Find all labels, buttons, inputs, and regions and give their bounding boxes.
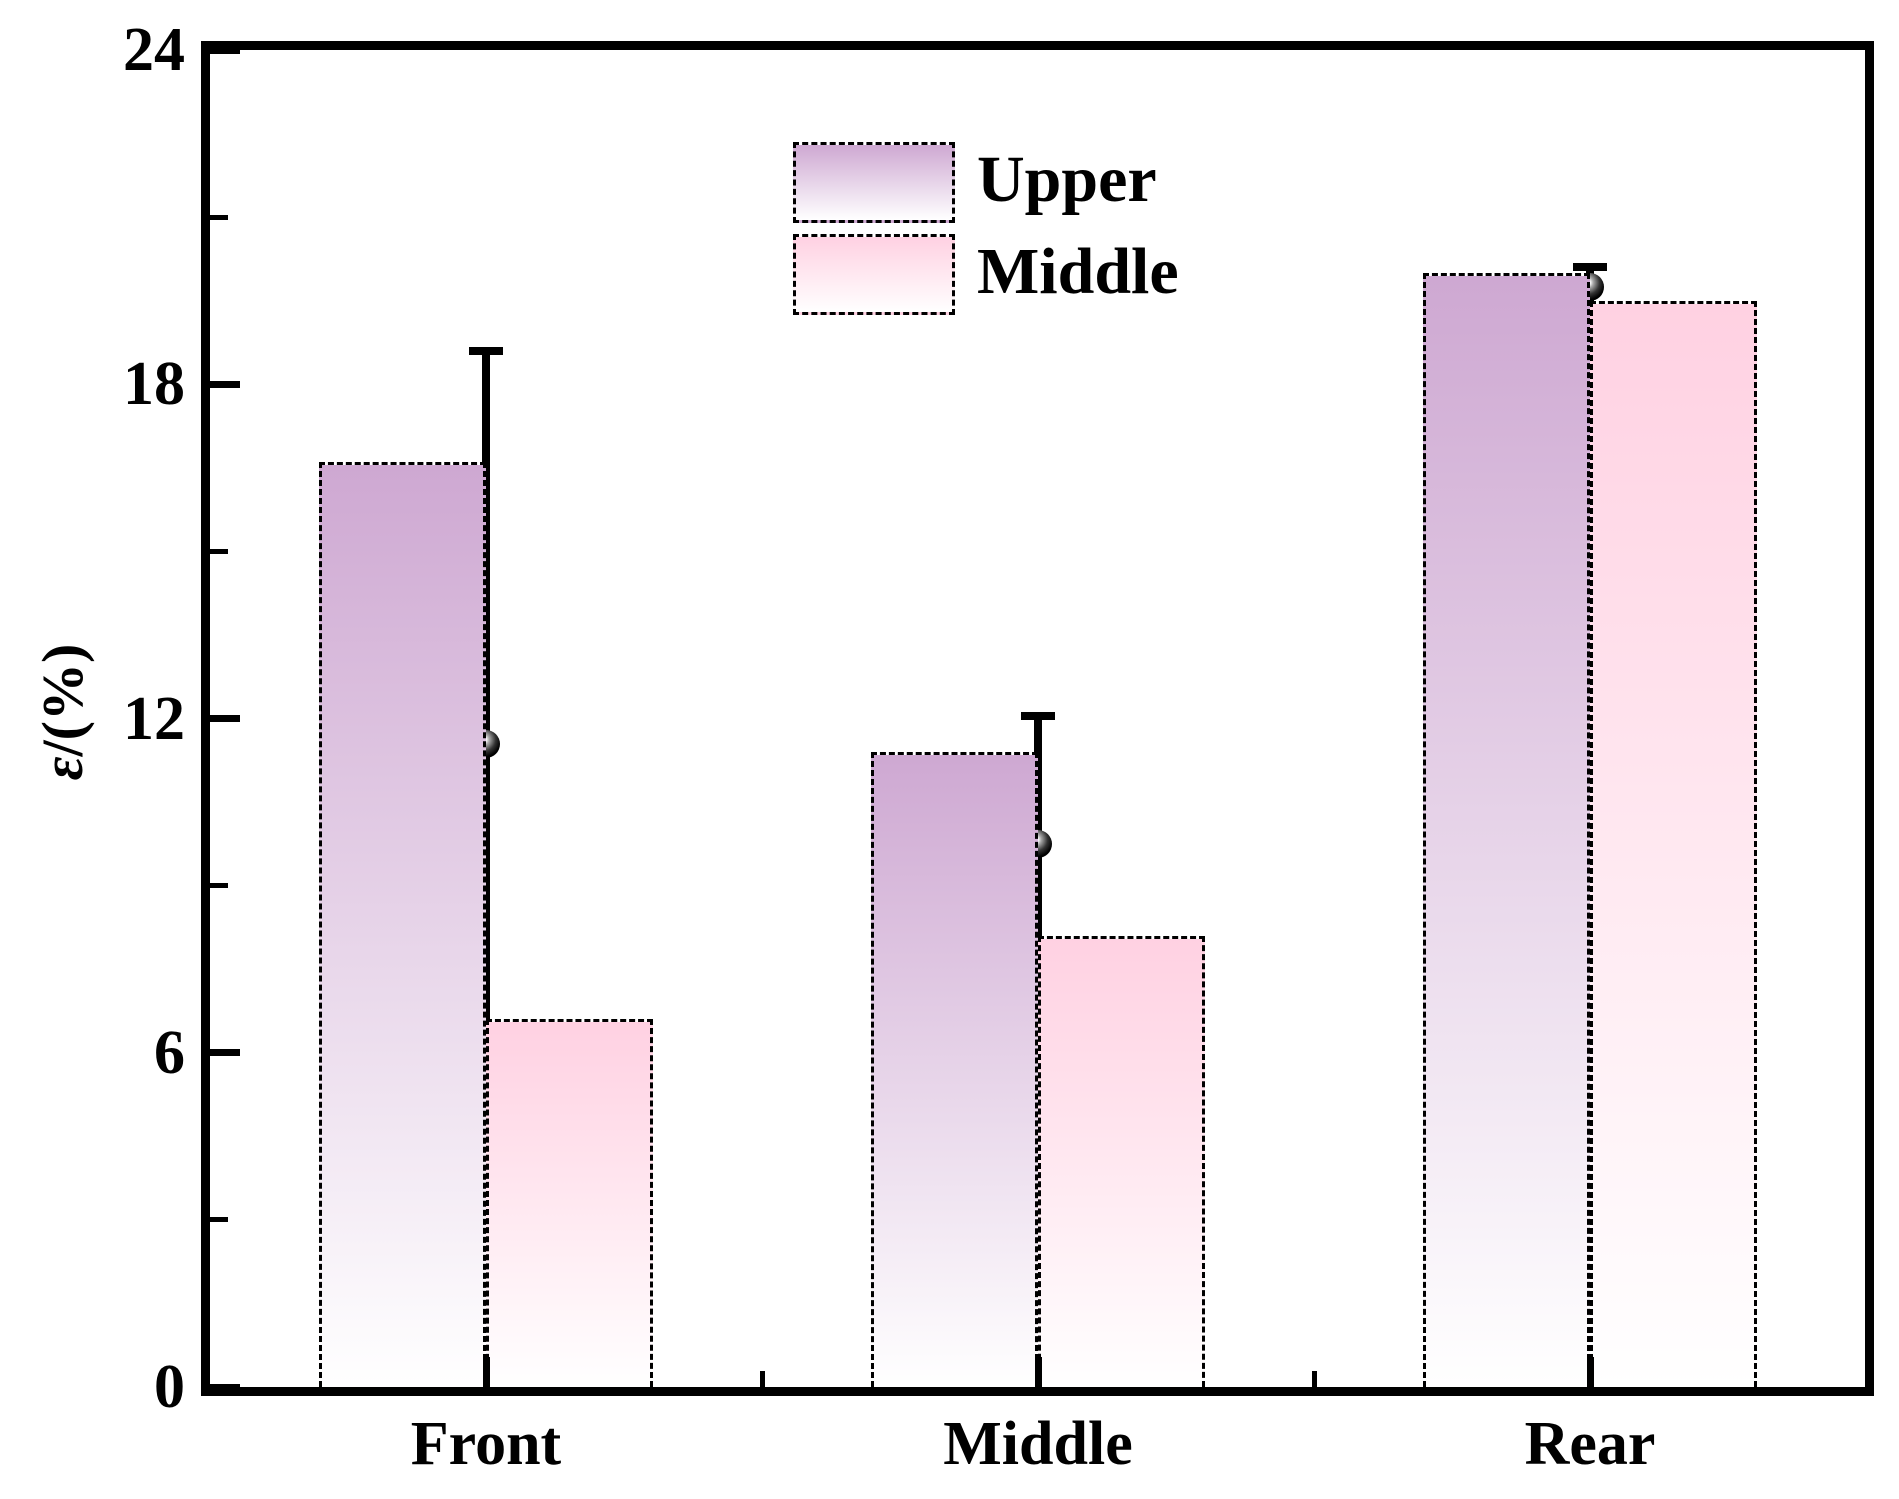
y-minor-tick bbox=[210, 214, 228, 220]
x-major-tick bbox=[1034, 1357, 1042, 1387]
x-minor-tick bbox=[759, 1371, 765, 1387]
y-major-tick bbox=[210, 1383, 240, 1391]
y-tick-label: 6 bbox=[154, 1018, 185, 1087]
x-major-tick bbox=[1586, 1357, 1594, 1387]
y-minor-tick bbox=[210, 548, 228, 554]
x-major-tick bbox=[482, 1357, 490, 1387]
y-major-tick bbox=[210, 715, 240, 722]
bar-middle-front bbox=[486, 1019, 653, 1387]
legend-label-upper: Upper bbox=[977, 143, 1157, 216]
x-category-label: Front bbox=[410, 1410, 562, 1478]
y-major-tick bbox=[210, 1049, 240, 1057]
y-tick-label: 0 bbox=[154, 1353, 185, 1421]
x-category-label: Middle bbox=[943, 1410, 1133, 1478]
y-tick-label: 12 bbox=[123, 684, 185, 753]
bar-upper-front bbox=[319, 462, 486, 1387]
x-minor-tick bbox=[1311, 1371, 1317, 1387]
bar-middle-rear bbox=[1590, 300, 1757, 1387]
bar-middle-middle bbox=[1038, 935, 1205, 1387]
bar-upper-rear bbox=[1423, 272, 1590, 1387]
legend-label-middle: Middle bbox=[977, 235, 1179, 308]
y-minor-tick bbox=[210, 1217, 228, 1223]
error-bar-top-cap bbox=[1021, 711, 1055, 720]
y-major-tick bbox=[210, 46, 240, 54]
y-axis-symbol: ε bbox=[30, 756, 95, 781]
legend-swatch-middle bbox=[793, 234, 955, 315]
y-tick-label: 18 bbox=[123, 350, 185, 419]
y-tick-label: 24 bbox=[123, 16, 185, 84]
y-major-tick bbox=[210, 380, 240, 388]
plot-area bbox=[201, 41, 1874, 1396]
legend-swatch-upper bbox=[793, 142, 955, 223]
error-bar-top-cap bbox=[1573, 263, 1607, 272]
error-bar-top-cap bbox=[469, 346, 503, 355]
bar-upper-middle bbox=[871, 751, 1038, 1387]
x-category-label: Rear bbox=[1524, 1410, 1656, 1478]
y-minor-tick bbox=[210, 883, 228, 889]
